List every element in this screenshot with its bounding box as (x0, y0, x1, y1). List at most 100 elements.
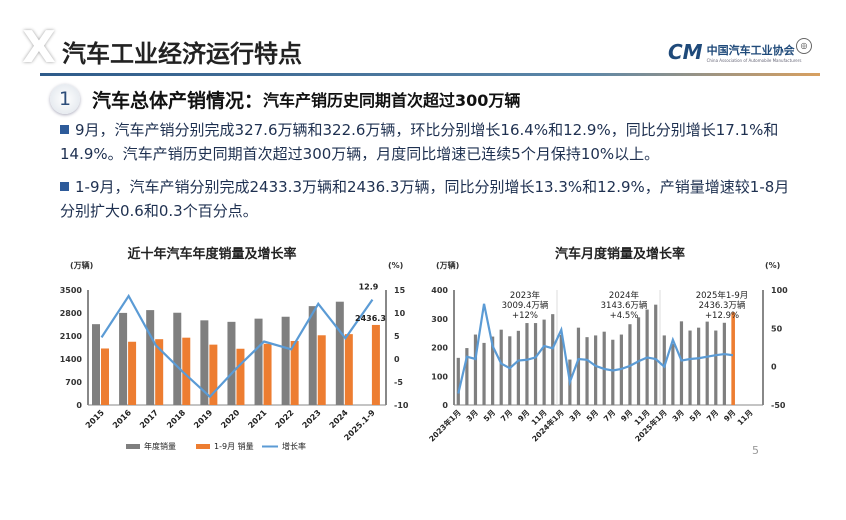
bar-monthly-sales (697, 327, 701, 405)
caam-logo: CM 中国汽车工业协会 China Association of Automob… (668, 40, 801, 64)
bar-monthly-sales (542, 319, 546, 405)
year-annotation: 2024年 (609, 290, 640, 301)
y-tick-label: 200 (431, 344, 448, 353)
x-tick-label: 7月 (602, 408, 617, 423)
y-tick-label: 1400 (60, 355, 83, 364)
y-tick-label: 700 (65, 378, 82, 387)
x-tick-label: 5月 (482, 408, 497, 423)
y2-tick-label: 100 (771, 286, 788, 295)
year-annotation: +12% (512, 311, 538, 321)
bar-monthly-sales (473, 334, 478, 405)
y-tick-label: 100 (431, 372, 448, 381)
bar-monthly-sales (491, 336, 495, 405)
bar-monthly-sales (585, 337, 589, 405)
bar-annual-sales (281, 316, 290, 405)
y-tick-label: 0 (76, 401, 82, 410)
logo-en: China Association of Automobile Manufact… (706, 57, 802, 63)
x-tick-label: 11月 (735, 408, 754, 427)
year-annotation: +12.9% (705, 311, 739, 321)
x-tick-label: 2023年1月 (427, 407, 463, 443)
y-axis-unit: (万辆) (70, 260, 93, 270)
bar-jan-sep-sales (371, 324, 380, 405)
bar-monthly-sales (559, 334, 563, 405)
bar-annual-sales (254, 318, 263, 405)
x-tick-label: 7月 (705, 408, 720, 423)
year-annotation: 3143.6万辆 (601, 300, 648, 311)
bar-monthly-sales (456, 357, 460, 405)
bar-monthly-sales (499, 329, 503, 405)
bullet-2: 1-9月，汽车产销分别完成2433.3万辆和2436.3万辆，同比分别增长13.… (60, 175, 800, 223)
page-number: 5 (752, 444, 759, 457)
y-tick-label: 3500 (60, 286, 83, 295)
bullet-square-icon (60, 182, 69, 191)
bar-jan-sep-sales (236, 348, 245, 405)
x-tick-label: 3月 (465, 408, 480, 423)
bar-monthly-sales (671, 343, 675, 405)
y2-tick-label: 50 (771, 324, 783, 333)
x-tick-label: 5月 (585, 408, 600, 423)
bar-monthly-sales (654, 304, 658, 405)
x-tick-label: 2023 (301, 408, 323, 430)
year-annotation: 2023年 (510, 290, 541, 301)
bar-monthly-sales (516, 330, 520, 405)
bar-jan-sep-sales (128, 341, 137, 405)
bar-jan-sep-sales (290, 340, 299, 405)
year-annotation: 2025年1-9月 (696, 290, 749, 301)
bar-monthly-sales (525, 323, 529, 405)
y2-tick-label: 5 (394, 332, 400, 341)
logo-mark: CM (668, 40, 703, 64)
data-label-sales: 2436.3 (355, 314, 386, 323)
y2-tick-label: 0 (394, 355, 400, 364)
x-tick-label: 2019 (192, 408, 214, 430)
y2-tick-label: -10 (394, 401, 409, 410)
section-number: 1 (50, 84, 80, 114)
bullet-1: 9月，汽车产销分别完成327.6万辆和322.6万辆，环比分别增长16.4%和1… (60, 118, 800, 166)
section-title: 汽车总体产销情况： (92, 89, 264, 112)
bar-monthly-sales (714, 330, 718, 405)
bar-monthly-sales (508, 336, 512, 405)
legend-label-annual: 年度销量 (144, 441, 176, 451)
bar-monthly-sales (551, 314, 555, 405)
bar-monthly-sales (594, 335, 598, 405)
bar-monthly-sales (705, 321, 709, 405)
year-annotation: 3009.4万辆 (502, 300, 549, 311)
y2-tick-label: -50 (771, 401, 786, 410)
bullet-text: 9月，汽车产销分别完成327.6万辆和322.6万辆，环比分别增长16.4%和1… (60, 121, 779, 163)
bar-monthly-sales (533, 323, 538, 405)
bar-jan-sep-sales (155, 339, 164, 405)
section-subtitle: 汽车产销历史同期首次超过300万辆 (263, 91, 521, 110)
bar-monthly-sales (465, 348, 469, 405)
bar-jan-sep-sales (317, 335, 326, 405)
bar-jan-sep-sales (101, 348, 109, 405)
bar-jan-sep-sales (263, 343, 272, 405)
seal-icon: ◎ (796, 38, 812, 54)
monthly-growth-line (457, 303, 734, 394)
x-tick-label: 3月 (568, 408, 583, 423)
y2-tick-label: 15 (394, 286, 406, 295)
chart-title: 汽车月度销量及增长率 (555, 246, 685, 262)
bar-annual-sales (173, 312, 182, 405)
bar-annual-sales (119, 312, 128, 405)
bar-annual-sales (227, 321, 236, 405)
x-tick-label: 7月 (499, 408, 514, 423)
bar-annual-sales (335, 301, 344, 405)
y-tick-label: 400 (431, 286, 448, 295)
bar-monthly-sales (731, 312, 735, 405)
y2-tick-label: 10 (394, 309, 406, 318)
bar-monthly-sales (576, 327, 581, 405)
year-annotation: 2436.3万辆 (699, 300, 746, 311)
x-tick-label: 3月 (671, 408, 686, 423)
data-label-growth: 12.9 (359, 283, 379, 292)
bar-monthly-sales (679, 321, 684, 405)
legend-label-jan-sep: 1-9月 销量 (214, 441, 254, 451)
chart-title: 近十年汽车年度销量及增长率 (127, 246, 296, 262)
legend-swatch-annual (126, 444, 140, 449)
bar-monthly-sales (482, 342, 486, 405)
bar-monthly-sales (611, 339, 615, 405)
year-annotation: +4.5% (610, 311, 639, 321)
title-divider (40, 73, 820, 76)
x-tick-label: 2016 (111, 408, 133, 430)
bar-annual-sales (200, 320, 209, 405)
x-tick-label: 5月 (688, 408, 703, 423)
